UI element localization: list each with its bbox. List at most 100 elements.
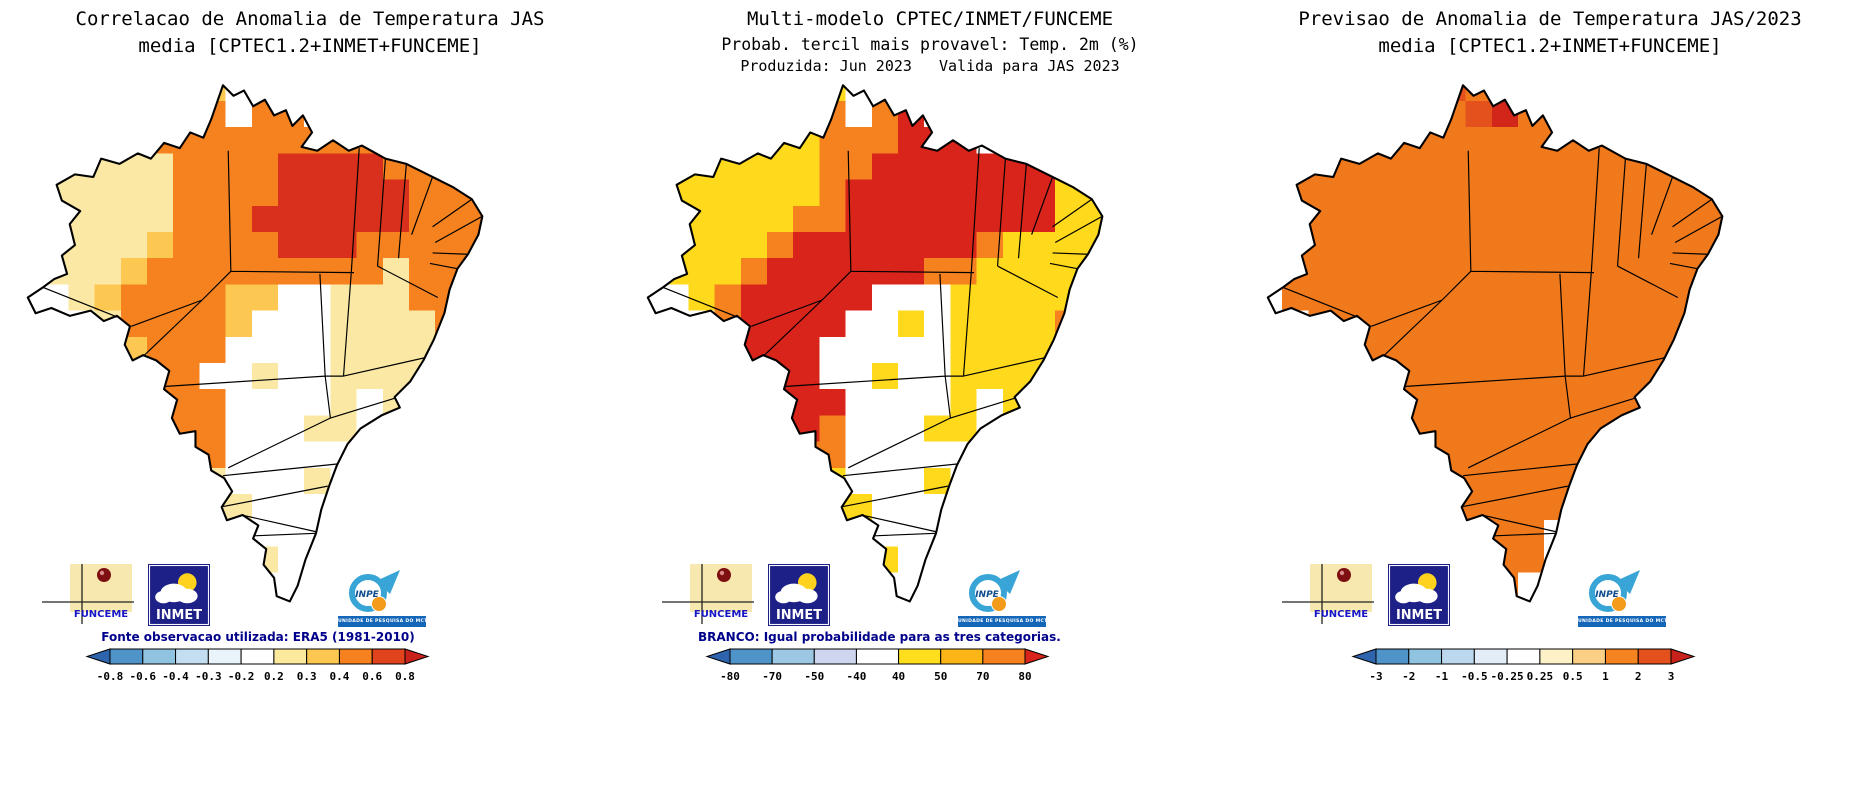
colorbar-tick-label: 0.2 (264, 670, 284, 683)
inpe-logo: INPE UNIDADE DE PESQUISA DO MCTI (958, 568, 1046, 630)
colorbar-segment (1375, 648, 1410, 665)
colorbar-segment (273, 648, 308, 665)
panel-title: Previsao de Anomalia de Temperatura JAS/… (1246, 6, 1854, 59)
inmet-logo-label: INMET (156, 608, 202, 623)
colorbar-tick-label: -0.25 (1491, 670, 1524, 683)
colorbar-tick-label: -40 (846, 670, 866, 683)
colorbar-tick-label: -0.6 (130, 670, 157, 683)
state-borders (661, 148, 1103, 537)
inmet-logo: INMET (768, 564, 830, 626)
inpe-logo-label: INPE (355, 590, 379, 600)
funceme-logo-icon (42, 564, 134, 624)
inpe-logo-label: INPE (1595, 590, 1619, 600)
colorbar-tick-label: 0.4 (330, 670, 350, 683)
colorbar-segment (109, 648, 144, 665)
colorbar-tick-label: -0.8 (97, 670, 124, 683)
colorbar-tick-label: 0.5 (1563, 670, 1583, 683)
colorbar-segment (338, 648, 373, 665)
colorbar-segment (1604, 648, 1639, 665)
colorbar-tick-label: -3 (1369, 670, 1382, 683)
inmet-logo-icon: INMET (1388, 564, 1450, 626)
inpe-logo-icon: INPE (349, 570, 400, 612)
colorbar-segment (729, 648, 773, 665)
inmet-logo-icon: INMET (148, 564, 210, 626)
colorbar-tick-label: -0.5 (1461, 670, 1488, 683)
colorbar-tick-label: 0.8 (395, 670, 415, 683)
colorbar-segment (1539, 648, 1574, 665)
inpe-logo: INPE UNIDADE DE PESQUISA DO MCTI (1578, 568, 1666, 630)
logos-row: FUNCEME INMET (0, 558, 620, 653)
panel-title: Correlacao de Anomalia de Temperatura JA… (6, 6, 614, 59)
colorbar-tick-label: -70 (762, 670, 782, 683)
colorbar-left-arrow (1351, 648, 1377, 665)
title-line-1: Previsao de Anomalia de Temperatura JAS/… (1298, 8, 1802, 30)
colorbar-right-arrow (404, 648, 430, 665)
colorbar-tick-label: 80 (1018, 670, 1031, 683)
inmet-logo-label: INMET (1396, 608, 1442, 623)
funceme-logo: FUNCEME (42, 564, 134, 630)
title-line-1: Correlacao de Anomalia de Temperatura JA… (75, 8, 545, 30)
data-cells (1267, 85, 1723, 602)
inpe-logo-icon: INPE (1589, 570, 1640, 612)
colorbar-left-arrow (85, 648, 111, 665)
brazil-map-probabilidade (646, 84, 1104, 603)
brazil-map-correlacao (26, 84, 484, 603)
colorbar-segment (855, 648, 900, 665)
map-caption: BRANCO: Igual probabilidade para as tres… (698, 630, 1061, 644)
inpe-logo-subtitle: UNIDADE DE PESQUISA DO MCTI (958, 616, 1046, 627)
colorbar-segment (771, 648, 815, 665)
brazil-map-previsao (1266, 84, 1724, 603)
colorbar-tick-label: 3 (1668, 670, 1675, 683)
title-line-2: media [CPTEC1.2+INMET+FUNCEME] (1378, 35, 1722, 57)
colorbar-probabilidade: -80 -70 -50 -40 40 50 70 80 (705, 648, 1050, 683)
inpe-logo-label: INPE (975, 590, 999, 600)
funceme-logo-label: FUNCEME (73, 609, 129, 620)
colorbar-segment (371, 648, 406, 665)
colorbar-segment (982, 648, 1026, 665)
colorbar-left-arrow (705, 648, 731, 665)
colorbar-tick-label: 50 (934, 670, 947, 683)
colorbar-tick-label: 0.6 (362, 670, 382, 683)
colorbar-segment (175, 648, 209, 665)
colorbar-tick-label: -1 (1435, 670, 1449, 683)
inpe-logo-subtitle: UNIDADE DE PESQUISA DO MCTI (338, 616, 426, 627)
colorbar-segment (142, 648, 177, 665)
inmet-logo-icon: INMET (768, 564, 830, 626)
colorbar-tick-label: -0.4 (162, 670, 189, 683)
inmet-logo: INMET (148, 564, 210, 626)
colorbar-right-arrow (1670, 648, 1696, 665)
title-line-2: media [CPTEC1.2+INMET+FUNCEME] (138, 35, 482, 57)
colorbar-segment (207, 648, 242, 665)
inpe-logo: INPE UNIDADE DE PESQUISA DO MCTI (338, 568, 426, 630)
colorbar-tick-label: 0.25 (1527, 670, 1554, 683)
country-outline (26, 84, 484, 603)
funceme-logo: FUNCEME (662, 564, 754, 630)
inmet-logo-label: INMET (776, 608, 822, 623)
inpe-logo-icon: INPE (969, 570, 1020, 612)
colorbar-segment (898, 648, 942, 665)
colorbar-right-arrow (1024, 648, 1050, 665)
colorbar-tick-label: 1 (1602, 670, 1609, 683)
colorbar-tick-label: -0.2 (228, 670, 255, 683)
inpe-logo-subtitle: UNIDADE DE PESQUISA DO MCTI (1578, 616, 1666, 627)
funceme-logo-icon (662, 564, 754, 624)
colorbar-segment (1506, 648, 1541, 665)
inmet-logo: INMET (1388, 564, 1450, 626)
colorbar-segment (940, 648, 984, 665)
data-cells (27, 85, 483, 602)
colorbar-tick-label: -0.3 (195, 670, 222, 683)
colorbar-tick-label: 2 (1635, 670, 1642, 683)
logos-row: FUNCEME INMET (620, 558, 1240, 653)
funceme-logo-icon (1282, 564, 1374, 624)
colorbar-tick-label: 0.3 (297, 670, 317, 683)
state-borders (41, 148, 483, 537)
country-outline (646, 84, 1104, 603)
title-line-2: Probab. tercil mais provavel: Temp. 2m (… (721, 35, 1139, 54)
panel-title: Multi-modelo CPTEC/INMET/FUNCEME Probab.… (626, 6, 1234, 77)
colorbar-segment (813, 648, 857, 665)
panel-probabilidade: Multi-modelo CPTEC/INMET/FUNCEME Probab.… (620, 0, 1240, 802)
panel-previsao: Previsao de Anomalia de Temperatura JAS/… (1240, 0, 1860, 802)
colorbar-segment (1473, 648, 1508, 665)
title-line-1: Multi-modelo CPTEC/INMET/FUNCEME (746, 8, 1114, 30)
